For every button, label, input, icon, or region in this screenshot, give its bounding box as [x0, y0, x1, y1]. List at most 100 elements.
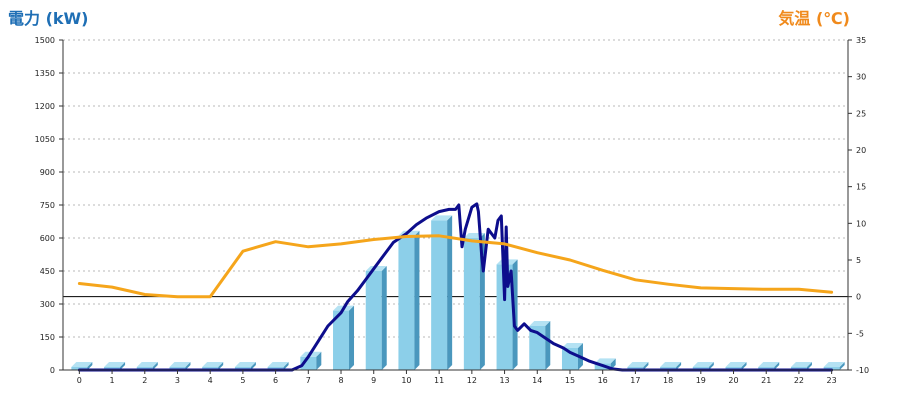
bar-side [676, 362, 682, 370]
bar-front [398, 235, 415, 370]
y-right-tick-label: -10 [856, 366, 869, 375]
x-tick-label: 19 [696, 376, 706, 385]
bar-side [218, 362, 224, 370]
x-tick-label: 3 [175, 376, 180, 385]
y-left-tick-label: 750 [40, 201, 55, 210]
bar-top [758, 362, 780, 367]
bar-top [627, 362, 649, 367]
bar-side [741, 362, 747, 370]
bar-23 [823, 362, 845, 370]
x-tick-label: 5 [240, 376, 245, 385]
bar-0 [71, 362, 93, 370]
y-right-tick-label: 25 [856, 109, 866, 118]
x-tick-label: 12 [467, 376, 477, 385]
x-tick-label: 4 [208, 376, 213, 385]
bar-top [267, 362, 289, 367]
x-tick-label: 9 [371, 376, 376, 385]
bar-top [71, 362, 93, 367]
x-tick-label: 0 [77, 376, 82, 385]
bar-front [333, 310, 350, 370]
bar-side [152, 362, 158, 370]
x-tick-label: 22 [794, 376, 804, 385]
y-left-tick-label: 0 [50, 366, 55, 375]
right-axis-title: 気温 (℃) [778, 9, 850, 28]
x-tick-label: 2 [142, 376, 147, 385]
y-left-tick-label: 1350 [35, 69, 55, 78]
bar-top [660, 362, 682, 367]
bar-top [594, 358, 616, 364]
y-left-tick-label: 450 [40, 267, 55, 276]
y-right-tick-label: -5 [856, 329, 864, 338]
y-right-tick-label: 20 [856, 146, 866, 155]
bar-top [202, 362, 224, 367]
temperature-line [77, 234, 834, 299]
y-right-tick-label: 0 [856, 293, 861, 302]
bar-front [496, 264, 513, 370]
bar-front [71, 367, 88, 370]
y-left-tick-label: 300 [40, 300, 55, 309]
x-tick-label: 7 [306, 376, 311, 385]
x-tick-label: 18 [663, 376, 673, 385]
bar-top [136, 362, 158, 367]
bar-side [643, 362, 649, 370]
x-tick-label: 1 [110, 376, 115, 385]
x-tick-label: 10 [401, 376, 411, 385]
y-left-tick-label: 1050 [35, 135, 55, 144]
bar-top [561, 343, 583, 348]
bar-front [431, 220, 448, 370]
x-tick-label: 23 [827, 376, 837, 385]
bar-side [185, 362, 191, 370]
y-right-tick-label: 30 [856, 73, 866, 82]
bar-top [529, 321, 551, 326]
bar-10 [398, 230, 420, 370]
bar-8 [333, 305, 355, 370]
bar-side [316, 351, 322, 370]
y-left-tick-label: 1200 [35, 102, 55, 111]
bar-side [120, 362, 126, 370]
bar-front [463, 238, 480, 370]
bar-top [104, 362, 126, 367]
y-right-tick-label: 5 [856, 256, 861, 265]
line-series [77, 202, 834, 372]
bar-side [414, 230, 420, 370]
bar-side [447, 215, 453, 370]
y-left-tick-label: 150 [40, 333, 55, 342]
bar-side [774, 362, 780, 370]
bar-side [283, 362, 289, 370]
y-left-tick-label: 1500 [35, 36, 55, 45]
bar-side [839, 362, 845, 370]
x-tick-label: 11 [434, 376, 444, 385]
bar-top [169, 362, 191, 367]
x-tick-label: 16 [598, 376, 608, 385]
x-tick-label: 15 [565, 376, 575, 385]
bar-top [234, 362, 256, 367]
bar-9 [365, 266, 387, 370]
bar-front [365, 271, 382, 370]
x-tick-label: 20 [728, 376, 738, 385]
left-axis-title: 電力 (kW) [8, 9, 89, 28]
bar-11 [431, 215, 453, 370]
bar-side [545, 321, 551, 370]
bar-top [431, 215, 453, 221]
x-tick-label: 21 [761, 376, 771, 385]
y-right-tick-label: 15 [856, 183, 866, 192]
x-tick-label: 8 [338, 376, 343, 385]
bar-side [349, 305, 355, 370]
y-left-tick-label: 900 [40, 168, 55, 177]
bar-side [381, 266, 387, 370]
x-tick-label: 13 [499, 376, 509, 385]
bar-top [790, 362, 812, 367]
bar-top [692, 362, 714, 367]
bar-top [823, 362, 845, 367]
grid [63, 39, 848, 338]
bar-side [87, 362, 93, 370]
y-right-tick-label: 10 [856, 219, 866, 228]
y-right-tick-label: 35 [856, 36, 866, 45]
x-tick-label: 6 [273, 376, 278, 385]
bar-side [610, 358, 616, 370]
bar-side [250, 362, 256, 370]
bar-side [708, 362, 714, 370]
y-left-tick-label: 600 [40, 234, 55, 243]
axes: 01503004506007509001050120013501500-10-5… [35, 36, 869, 385]
